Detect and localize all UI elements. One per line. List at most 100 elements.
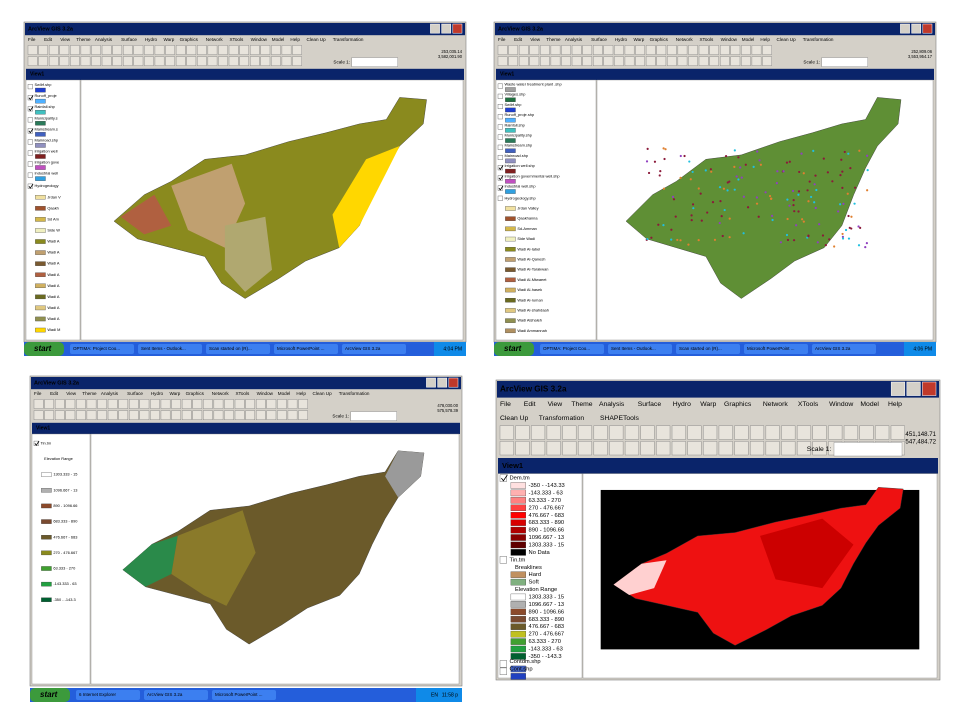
toolbar-button[interactable]: [65, 410, 76, 421]
menu-item[interactable]: Hydro: [145, 37, 158, 42]
toolbar-button[interactable]: [65, 399, 76, 409]
menu-item[interactable]: Warp: [700, 401, 716, 408]
toolbar-button[interactable]: [260, 45, 271, 55]
toolbar-button[interactable]: [843, 425, 858, 440]
toolbar-button[interactable]: [718, 441, 733, 456]
legend-checkbox[interactable]: [499, 556, 508, 564]
toolbar-button[interactable]: [33, 399, 44, 409]
legend-checkbox[interactable]: [27, 117, 33, 123]
toolbar-button[interactable]: [624, 45, 635, 55]
toolbar-button[interactable]: [239, 45, 250, 55]
menu-item[interactable]: View: [530, 37, 541, 42]
toolbar-button[interactable]: [518, 45, 529, 55]
menu-item[interactable]: Clean Up: [313, 391, 333, 396]
menu-item[interactable]: Model: [272, 37, 285, 42]
toolbar-button[interactable]: [677, 56, 688, 66]
toolbar-button[interactable]: [578, 425, 593, 440]
taskbar-item[interactable]: [70, 344, 134, 354]
legend-checkbox[interactable]: [497, 124, 503, 130]
legend-checkbox[interactable]: [27, 150, 33, 156]
taskbar-item[interactable]: [608, 344, 672, 354]
toolbar-button[interactable]: [107, 399, 118, 409]
taskbar-item-label[interactable]: Sent Items - Outlook...: [141, 346, 186, 351]
start-button[interactable]: [30, 688, 70, 702]
menu-item[interactable]: Window: [721, 37, 738, 42]
toolbar-button[interactable]: [609, 441, 624, 456]
menu-item[interactable]: Graphics: [650, 37, 669, 42]
start-label[interactable]: start: [34, 344, 52, 353]
toolbar-button[interactable]: [139, 410, 150, 421]
menu-item[interactable]: Model: [278, 391, 291, 396]
toolbar-button[interactable]: [593, 425, 608, 440]
start-button[interactable]: [494, 342, 534, 356]
toolbar-button[interactable]: [192, 399, 203, 409]
toolbar-button[interactable]: [671, 425, 686, 440]
legend-checkbox[interactable]: [497, 93, 503, 99]
toolbar-button[interactable]: [875, 425, 890, 440]
toolbar-button[interactable]: [118, 410, 129, 421]
toolbar-button[interactable]: [234, 410, 245, 421]
toolbar-button[interactable]: [593, 45, 603, 55]
toolbar-button[interactable]: [781, 425, 796, 440]
menu-item[interactable]: Network: [676, 37, 694, 42]
menu-item[interactable]: Transformation: [803, 37, 834, 42]
toolbar-button[interactable]: [97, 410, 107, 421]
toolbar-button[interactable]: [197, 56, 207, 66]
toolbar-button[interactable]: [593, 441, 608, 456]
toolbar-button[interactable]: [287, 410, 298, 421]
menu-item[interactable]: Model: [860, 401, 879, 408]
legend-checkbox[interactable]: [499, 474, 508, 482]
window-button[interactable]: [890, 381, 906, 396]
menu-item[interactable]: Edit: [44, 37, 53, 42]
taskbar-item[interactable]: [676, 344, 740, 354]
toolbar-button[interactable]: [213, 399, 224, 409]
toolbar-button[interactable]: [203, 399, 213, 409]
toolbar-button[interactable]: [624, 441, 639, 456]
menu-item[interactable]: Graphics: [180, 37, 199, 42]
toolbar-button[interactable]: [249, 45, 260, 55]
toolbar-button[interactable]: [656, 56, 667, 66]
toolbar-button[interactable]: [499, 425, 514, 440]
menu-item[interactable]: View: [548, 401, 563, 408]
menu-item[interactable]: Hydro: [673, 401, 691, 408]
toolbar-button[interactable]: [890, 425, 905, 440]
menu-item[interactable]: Edit: [524, 401, 536, 408]
toolbar-button[interactable]: [688, 45, 698, 55]
toolbar-button[interactable]: [144, 56, 154, 66]
legend-checkbox[interactable]: [499, 667, 508, 675]
toolbar-button[interactable]: [546, 425, 561, 440]
toolbar-button[interactable]: [228, 45, 239, 55]
toolbar-button[interactable]: [154, 45, 165, 55]
toolbar-button[interactable]: [48, 45, 59, 55]
toolbar-button[interactable]: [171, 410, 181, 421]
toolbar-button[interactable]: [656, 441, 671, 456]
menu-item[interactable]: Theme: [76, 37, 91, 42]
toolbar-button[interactable]: [298, 399, 308, 409]
scale-input[interactable]: [833, 442, 903, 457]
toolbar-button[interactable]: [44, 399, 54, 409]
scale-input[interactable]: [821, 57, 868, 67]
toolbar-button[interactable]: [150, 410, 160, 421]
menu-item[interactable]: File: [28, 37, 36, 42]
toolbar-button[interactable]: [287, 399, 298, 409]
toolbar-button[interactable]: [730, 45, 741, 55]
taskbar-item[interactable]: [76, 690, 140, 700]
window-button[interactable]: [911, 23, 922, 34]
menu-item[interactable]: Warp: [169, 391, 180, 396]
toolbar-button[interactable]: [112, 56, 123, 66]
window-button[interactable]: [900, 23, 910, 34]
toolbar-button[interactable]: [281, 56, 292, 66]
menu-item[interactable]: Analysis: [95, 37, 113, 42]
legend-checkbox[interactable]: [497, 104, 503, 110]
toolbar-button[interactable]: [656, 45, 667, 55]
toolbar-button[interactable]: [207, 45, 218, 55]
toolbar-button[interactable]: [271, 56, 281, 66]
menu-item[interactable]: Window: [257, 391, 274, 396]
toolbar-button[interactable]: [107, 410, 118, 421]
toolbar-button[interactable]: [550, 45, 561, 55]
menu-item[interactable]: Network: [763, 401, 789, 408]
toolbar-button[interactable]: [186, 56, 197, 66]
toolbar-button[interactable]: [796, 441, 811, 456]
toolbar-button[interactable]: [271, 45, 281, 55]
toolbar-button[interactable]: [730, 56, 741, 66]
